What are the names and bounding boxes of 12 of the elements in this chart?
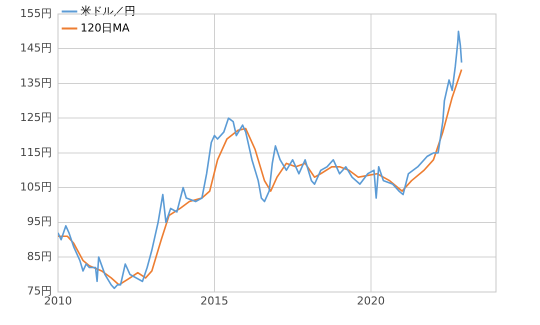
y-tick-label: 125円 — [20, 111, 52, 124]
y-tick-label: 135円 — [20, 76, 52, 90]
y-tick-label: 155円 — [20, 6, 52, 20]
x-tick-label: 2020 — [356, 294, 385, 308]
y-tick-label: 145円 — [20, 42, 52, 55]
y-tick-label: 75円 — [26, 284, 52, 298]
y-tick-label: 95円 — [26, 215, 52, 228]
y-tick-label: 115円 — [20, 146, 52, 159]
x-tick-label: 2015 — [200, 294, 228, 308]
y-tick-label: 85円 — [26, 250, 52, 263]
legend-label: 120日MA — [80, 21, 130, 34]
y-tick-label: 105円 — [20, 180, 52, 194]
